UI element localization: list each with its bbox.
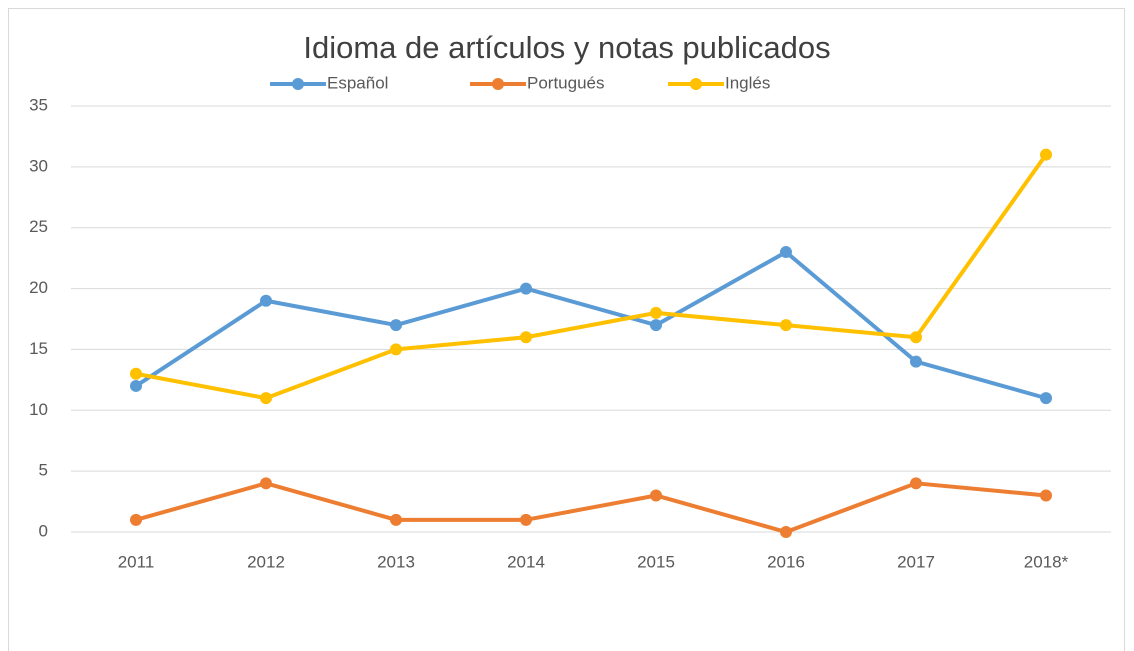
x-tick-label: 2014 — [507, 552, 545, 571]
y-tick-label: 30 — [29, 156, 48, 175]
y-tick-label: 5 — [39, 461, 48, 480]
x-tick-label: 2018* — [1024, 552, 1069, 571]
data-point — [1040, 148, 1052, 161]
data-point — [260, 477, 272, 490]
data-point — [1040, 392, 1052, 405]
legend-marker — [292, 78, 304, 90]
data-point — [650, 489, 662, 502]
legend-label: Inglés — [725, 73, 770, 92]
data-point — [910, 477, 922, 490]
data-point — [910, 331, 922, 344]
y-tick-label: 0 — [39, 521, 48, 540]
y-tick-label: 15 — [29, 339, 48, 358]
x-tick-label: 2016 — [767, 552, 805, 571]
data-point — [1040, 489, 1052, 502]
series-line — [134, 250, 1047, 401]
data-point — [520, 282, 532, 295]
y-tick-label: 35 — [29, 95, 48, 114]
data-point — [910, 355, 922, 368]
x-tick-label: 2011 — [118, 552, 155, 571]
data-point — [780, 246, 792, 259]
data-point — [780, 526, 792, 538]
data-point — [780, 319, 792, 332]
data-point — [650, 306, 662, 319]
data-point — [520, 513, 532, 526]
y-tick-label: 20 — [29, 278, 48, 297]
x-tick-label: 2013 — [377, 552, 415, 571]
legend-label: Español — [327, 73, 388, 92]
legend-marker — [492, 78, 504, 90]
x-tick-label: 2017 — [897, 552, 935, 571]
data-point — [260, 294, 272, 307]
data-point — [650, 319, 662, 332]
data-point — [130, 367, 142, 380]
x-tick-label: 2015 — [637, 552, 675, 571]
y-tick-label: 25 — [29, 217, 48, 236]
legend-marker — [690, 78, 702, 90]
data-point — [260, 392, 272, 405]
data-point — [520, 331, 532, 344]
data-point — [390, 513, 402, 526]
data-point — [130, 513, 142, 526]
chart-title: Idioma de artículos y notas publicados — [303, 30, 830, 65]
data-point — [390, 343, 402, 356]
legend-label: Portugués — [527, 73, 605, 92]
y-tick-label: 10 — [29, 400, 48, 419]
series-line — [135, 481, 1047, 534]
data-point — [130, 379, 142, 392]
data-point — [390, 319, 402, 332]
series-line — [135, 153, 1048, 401]
x-tick-label: 2012 — [247, 552, 285, 571]
